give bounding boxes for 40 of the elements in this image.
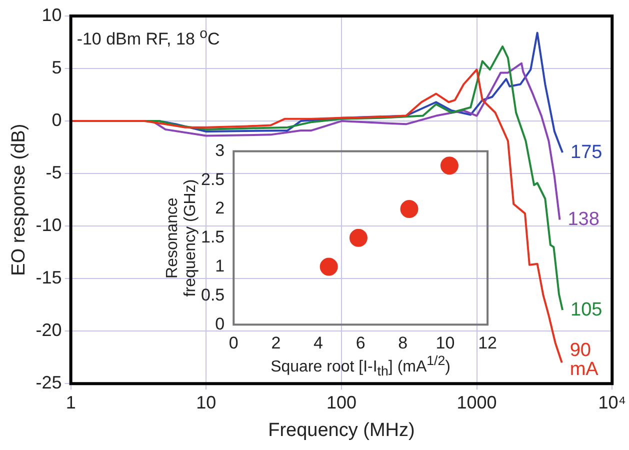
y-tick-label: 2 xyxy=(215,198,225,218)
series-label: 90 xyxy=(570,340,591,361)
x-tick-label: 6 xyxy=(356,333,366,352)
x-tick-label: 8 xyxy=(398,333,408,352)
y-tick-label: -15 xyxy=(36,268,62,288)
series-label: 175 xyxy=(570,142,602,163)
point xyxy=(440,156,458,175)
annotation: mA xyxy=(570,358,599,380)
x-tick-label: 2 xyxy=(271,333,281,352)
y-axis-title: Resonance frequency (GHz) xyxy=(164,178,200,299)
x-tick-label: 1 xyxy=(66,392,76,412)
x-tick-label: 10 xyxy=(436,333,455,352)
series-label: 138 xyxy=(568,208,600,230)
y-tick-label: -5 xyxy=(46,162,62,183)
series-label: 105 xyxy=(570,299,602,320)
x-tick-label: 0 xyxy=(228,333,238,352)
y-tick-label: 1 xyxy=(215,256,225,276)
x-tick-label: 10⁴ xyxy=(598,392,626,412)
y-tick-label: 0 xyxy=(215,314,225,334)
point xyxy=(320,258,338,276)
y-tick-label: -10 xyxy=(36,215,62,236)
y-tick-label: 0.5 xyxy=(200,285,225,304)
x-axis-title: Square root [I-I$_{th}$] (mA$^{1/2}$) xyxy=(270,352,450,378)
point xyxy=(400,200,418,218)
y-tick-label: -20 xyxy=(36,320,62,340)
y-tick-label: 3 xyxy=(215,140,225,160)
x-tick-label: 12 xyxy=(478,333,498,352)
x-tick-label: 1000 xyxy=(456,392,497,412)
x-axis-title: Frequency (MHz) xyxy=(268,420,415,441)
x-tick-label: 4 xyxy=(314,333,324,352)
point xyxy=(349,228,368,247)
y-tick-label: 2.5 xyxy=(200,170,225,189)
annotation: -10 dBm RF, 18 $^{o}$C xyxy=(76,26,220,50)
y-tick-label: 5 xyxy=(52,57,62,78)
y-tick-label: 0 xyxy=(52,110,62,130)
y-tick-label: 1.5 xyxy=(200,228,225,247)
y-axis-title: EO response (dB) xyxy=(8,124,30,276)
x-tick-label: 100 xyxy=(326,392,356,412)
y-tick-label: -25 xyxy=(36,372,62,393)
y-tick-label: 10 xyxy=(42,4,62,25)
